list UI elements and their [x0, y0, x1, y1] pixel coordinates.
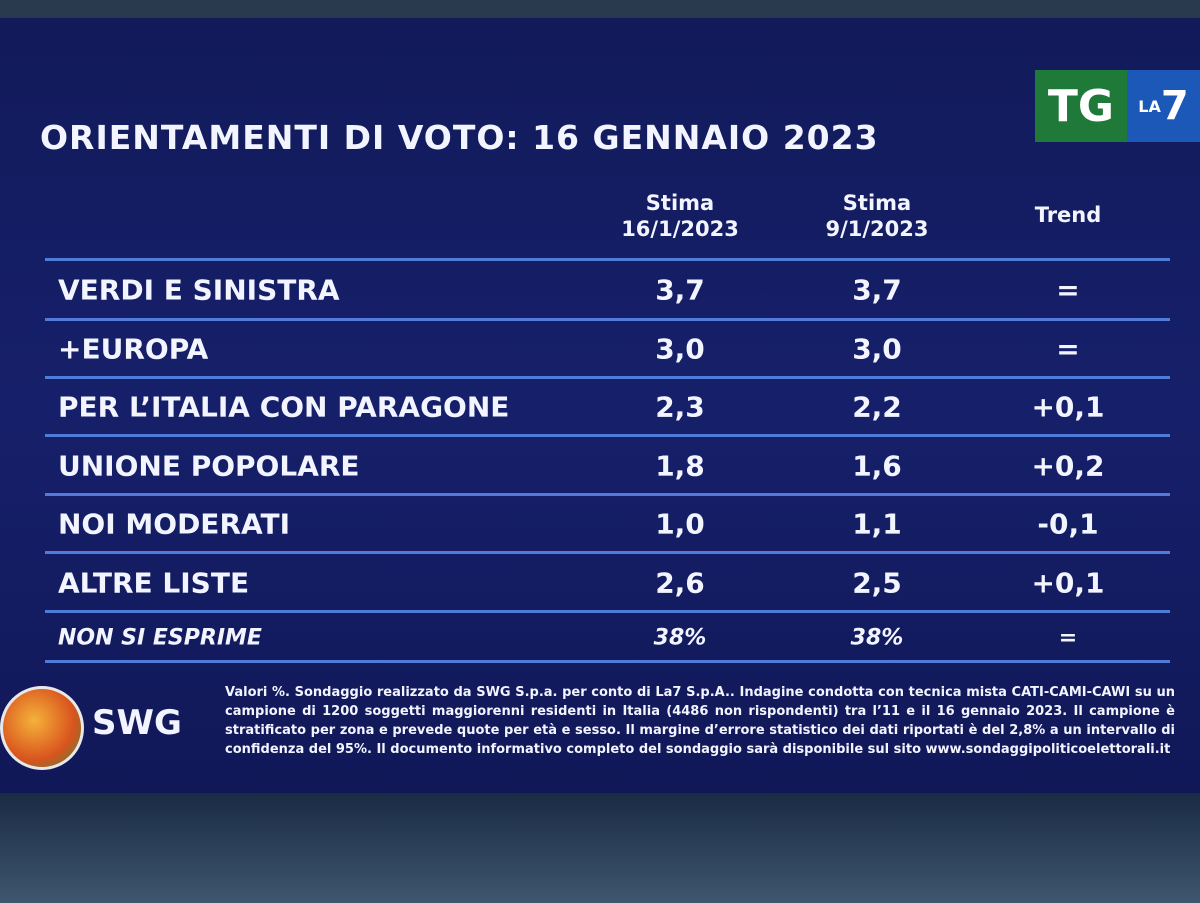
column-header-line: 16/1/2023	[621, 217, 739, 241]
party-name: PER L’ITALIA CON PARAGONE	[58, 390, 510, 424]
tv-screen: ORIENTAMENTI DI VOTO: 16 GENNAIO 2023 TG…	[0, 18, 1200, 793]
column-header-line: Stima	[842, 191, 912, 215]
column-header-line: Stima	[645, 191, 715, 215]
row-divider	[45, 376, 1170, 379]
column-header-line: Trend	[1034, 203, 1102, 227]
party-name: UNIONE POPOLARE	[58, 449, 360, 482]
cell-value: =	[1058, 625, 1078, 651]
cell-value: +0,2	[1031, 449, 1105, 482]
cell-value: 1,1	[852, 507, 902, 541]
cell-value: 3,7	[655, 273, 705, 307]
cell-value: 2,5	[852, 566, 902, 599]
cell-value: 2,2	[852, 390, 902, 424]
title: ORIENTAMENTI DI VOTO: 16 GENNAIO 2023	[40, 118, 879, 157]
row-divider	[45, 434, 1170, 437]
row-divider	[45, 318, 1170, 321]
cell-value: 2,6	[655, 566, 705, 599]
tv-stand	[0, 793, 1200, 903]
cell-value: -0,1	[1037, 507, 1099, 541]
cell-value: =	[1056, 273, 1080, 307]
cell-value: =	[1056, 332, 1080, 366]
logo-7: 7	[1160, 83, 1189, 129]
cell-value: 2,3	[655, 390, 705, 424]
cell-value: 3,0	[655, 332, 705, 366]
logo-la7: LA 7	[1127, 70, 1200, 142]
row-divider	[45, 493, 1170, 496]
cell-value: 38%	[850, 625, 904, 651]
row-divider	[45, 551, 1170, 554]
column-header: Stima 9/1/2023	[777, 190, 977, 242]
column-header: Trend	[968, 202, 1168, 228]
footnote: Valori %. Sondaggio realizzato da SWG S.…	[225, 685, 1175, 757]
party-name: NON SI ESPRIME	[58, 625, 262, 651]
swg-logo-icon	[0, 686, 84, 770]
party-name: VERDI E SINISTRA	[58, 273, 340, 307]
row-divider	[45, 258, 1170, 261]
column-header-line: 9/1/2023	[825, 217, 929, 241]
cell-value: 1,0	[655, 507, 705, 541]
cell-value: 38%	[653, 625, 707, 651]
party-name: ALTRE LISTE	[58, 566, 250, 599]
cell-value: 1,6	[852, 449, 902, 482]
brand: SWG	[92, 703, 182, 743]
cell-value: 3,7	[852, 273, 902, 307]
party-name: NOI MODERATI	[58, 507, 291, 541]
cell-value: +0,1	[1031, 566, 1105, 599]
row-divider	[45, 660, 1170, 663]
logo-tg: TG	[1035, 70, 1127, 142]
cell-value: 1,8	[655, 449, 705, 482]
row-divider	[45, 610, 1170, 613]
party-name: +EUROPA	[58, 332, 209, 366]
column-header: Stima 16/1/2023	[580, 190, 780, 242]
logo-la: LA	[1138, 96, 1161, 116]
cell-value: 3,0	[852, 332, 902, 366]
cell-value: +0,1	[1031, 390, 1105, 424]
